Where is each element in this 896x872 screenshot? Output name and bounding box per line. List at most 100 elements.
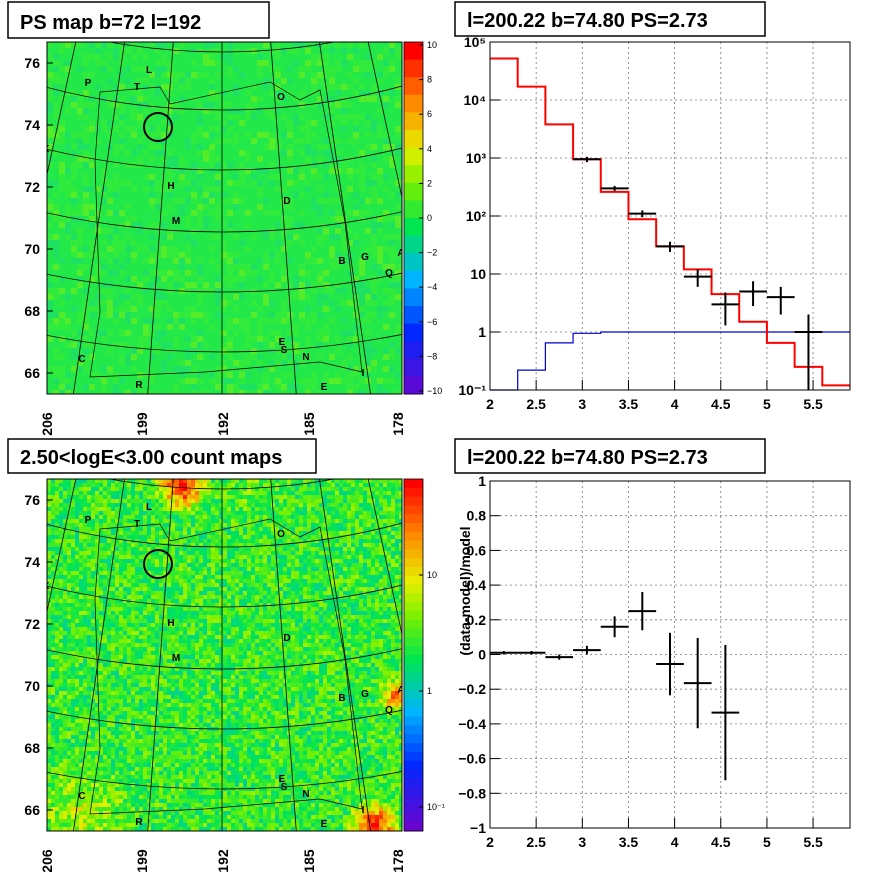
source-label: Q <box>385 705 393 716</box>
data-point <box>600 185 629 191</box>
chart-title: l=200.22 b=74.80 PS=2.73 <box>467 447 708 469</box>
source-label: Q <box>385 268 393 279</box>
y-axis-label: (data-model)/model <box>457 526 473 655</box>
x-tick-label: 2.5 <box>526 396 546 412</box>
x-tick-label: 199 <box>134 849 150 872</box>
colorbar-tick-label: 10⁻¹ <box>427 802 445 812</box>
source-label: P <box>85 78 92 89</box>
y-tick-label: 10³ <box>466 150 487 166</box>
source-label: K <box>42 581 50 592</box>
title-frame <box>454 438 766 474</box>
y-tick-label: 76 <box>24 55 40 71</box>
residual-point <box>600 616 629 638</box>
y-tick-label: −0.6 <box>458 751 486 767</box>
source-label: A <box>397 248 404 259</box>
y-tick-label: 10 <box>470 266 486 282</box>
y-tick-label: 74 <box>24 117 40 133</box>
source-label: E <box>321 382 328 393</box>
y-tick-label: −0.8 <box>458 785 486 801</box>
title-box: l=200.22 b=74.80 PS=2.73 <box>454 438 766 474</box>
title-box: PS map b=72 l=192 <box>7 1 270 39</box>
source-label: E <box>321 819 328 830</box>
title-frame <box>7 438 317 474</box>
residual-plot-area <box>490 481 850 828</box>
colorbar-tick-label: −2 <box>427 248 437 258</box>
longitude-line <box>0 469 30 841</box>
residual-point <box>656 632 684 696</box>
model-blue-histogram <box>490 331 850 391</box>
longitude-line <box>270 479 297 831</box>
chart-title: 2.50<logE<3.00 count maps <box>20 447 282 469</box>
source-label: T <box>134 82 140 93</box>
histogram-plot-area <box>490 42 850 391</box>
data-point <box>794 314 823 390</box>
longitude-line <box>147 42 174 394</box>
chart-title: l=200.22 b=74.80 PS=2.73 <box>467 10 708 32</box>
colorbar: 10 8 6 4 2 0 −2 −4 −6 −8 −10 <box>403 40 442 396</box>
source-label: N <box>302 352 309 363</box>
longitude-line <box>73 42 125 394</box>
source-label: I <box>362 805 365 816</box>
source-label: M <box>172 653 180 664</box>
colorbar-tick-label: 1 <box>427 686 432 696</box>
source-label: K <box>42 144 50 155</box>
source-label: E <box>279 774 286 785</box>
x-tick-label: 178 <box>390 849 406 872</box>
y-tick-label: 0.2 <box>467 612 487 628</box>
y-tick-label: −0.4 <box>458 716 486 732</box>
x-tick-label: 5.5 <box>803 834 823 850</box>
survey-outline <box>89 81 363 378</box>
residual-point <box>683 638 712 729</box>
colorbar-tick-label: 2 <box>427 178 432 188</box>
x-tick-label: 4 <box>671 396 679 412</box>
y-tick-label: 1 <box>478 473 486 489</box>
colorbar-tick-label: −8 <box>427 351 437 361</box>
source-label: D <box>283 196 290 207</box>
x-tick-label: 5 <box>763 396 771 412</box>
longitude-line <box>270 42 297 394</box>
source-label: E <box>279 337 286 348</box>
longitude-line <box>147 479 174 831</box>
source-label: C <box>78 791 85 802</box>
x-tick-label: 206 <box>39 849 55 872</box>
longitude-line <box>367 479 402 637</box>
source-label: O <box>277 92 285 103</box>
longitude-line <box>73 479 125 831</box>
x-tick-label: 178 <box>390 412 406 436</box>
source-label: N <box>302 789 309 800</box>
source-label: S <box>281 782 288 793</box>
title-frame <box>7 1 270 39</box>
source-label: R <box>135 817 143 828</box>
source-label: S <box>281 345 288 356</box>
map-frame <box>46 41 403 395</box>
residual-point <box>545 654 574 660</box>
data-point <box>628 210 657 218</box>
y-tick-label: 72 <box>24 616 40 632</box>
longitude-line <box>367 42 402 200</box>
source-label: G <box>361 252 369 263</box>
x-tick-label: 4.5 <box>711 396 731 412</box>
x-tick-label: 192 <box>215 849 231 872</box>
source-label: L <box>146 65 152 76</box>
y-tick-label: 70 <box>24 241 40 257</box>
residual-point <box>490 651 518 655</box>
x-tick-label: 199 <box>134 412 150 436</box>
source-label: B <box>338 256 345 267</box>
source-label: I <box>362 368 365 379</box>
y-tick-label: 0.4 <box>467 577 487 593</box>
colorbar-tick-label: −10 <box>427 386 442 396</box>
colorbar-tick-label: 10 <box>427 40 437 50</box>
y-tick-label: 66 <box>24 802 40 818</box>
colorbar-tick-label: −4 <box>427 282 437 292</box>
y-tick-label: −1 <box>470 820 486 836</box>
y-tick-label: 68 <box>24 303 40 319</box>
y-tick-label: −0.2 <box>458 681 486 697</box>
data-point <box>711 292 740 326</box>
title-frame <box>454 1 766 37</box>
x-tick-label: 5.5 <box>803 396 823 412</box>
y-tick-label: 10⁴ <box>464 92 487 108</box>
title-box: 2.50<logE<3.00 count maps <box>7 438 317 474</box>
